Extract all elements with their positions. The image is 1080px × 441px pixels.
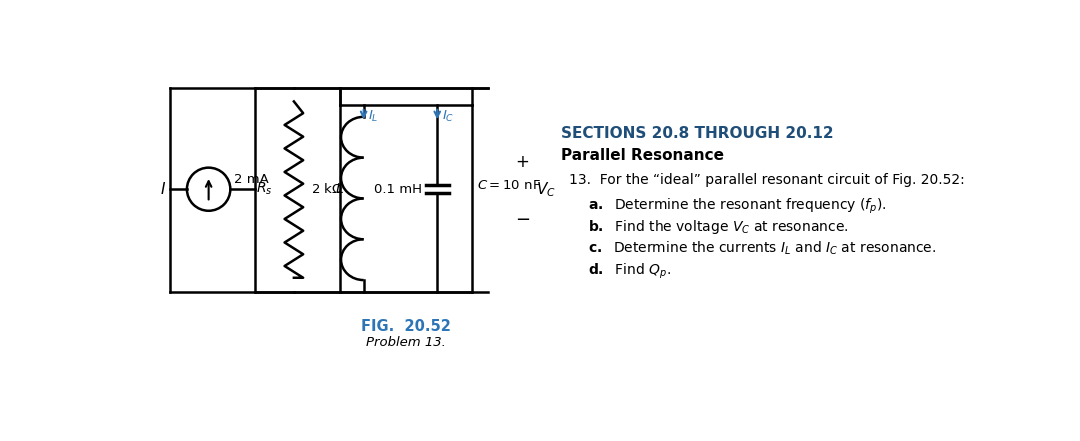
Text: $I$: $I$ bbox=[160, 181, 166, 197]
Text: −: − bbox=[515, 211, 530, 229]
Text: $C = 10\ \mathrm{nF}$: $C = 10\ \mathrm{nF}$ bbox=[476, 179, 541, 192]
Text: $I_C$: $I_C$ bbox=[442, 108, 455, 123]
Text: $V_C$: $V_C$ bbox=[537, 180, 556, 198]
Text: Problem 13.: Problem 13. bbox=[366, 336, 446, 349]
Text: 13.  For the “ideal” parallel resonant circuit of Fig. 20.52:: 13. For the “ideal” parallel resonant ci… bbox=[569, 173, 964, 187]
Text: $\mathbf{a.}$  Determine the resonant frequency ($f_p$).: $\mathbf{a.}$ Determine the resonant fre… bbox=[589, 197, 887, 216]
Text: $L$: $L$ bbox=[336, 182, 345, 196]
Text: Parallel Resonance: Parallel Resonance bbox=[562, 148, 725, 163]
Text: $I_L$: $I_L$ bbox=[368, 108, 379, 123]
Text: 0.1 mH: 0.1 mH bbox=[375, 183, 422, 196]
Text: SECTIONS 20.8 THROUGH 20.12: SECTIONS 20.8 THROUGH 20.12 bbox=[562, 126, 834, 141]
Text: 2 k$\Omega$: 2 k$\Omega$ bbox=[311, 182, 342, 196]
Text: $R_s$: $R_s$ bbox=[256, 181, 272, 198]
Text: +: + bbox=[515, 153, 529, 171]
Text: $\mathbf{d.}$  Find $Q_p$.: $\mathbf{d.}$ Find $Q_p$. bbox=[589, 262, 672, 281]
Text: 2 mA: 2 mA bbox=[234, 173, 269, 187]
Text: $\mathbf{c.}$  Determine the currents $I_L$ and $I_C$ at resonance.: $\mathbf{c.}$ Determine the currents $I_… bbox=[589, 240, 936, 258]
Text: FIG.  20.52: FIG. 20.52 bbox=[362, 318, 451, 333]
Text: $\mathbf{b.}$  Find the voltage $V_C$ at resonance.: $\mathbf{b.}$ Find the voltage $V_C$ at … bbox=[589, 218, 849, 236]
